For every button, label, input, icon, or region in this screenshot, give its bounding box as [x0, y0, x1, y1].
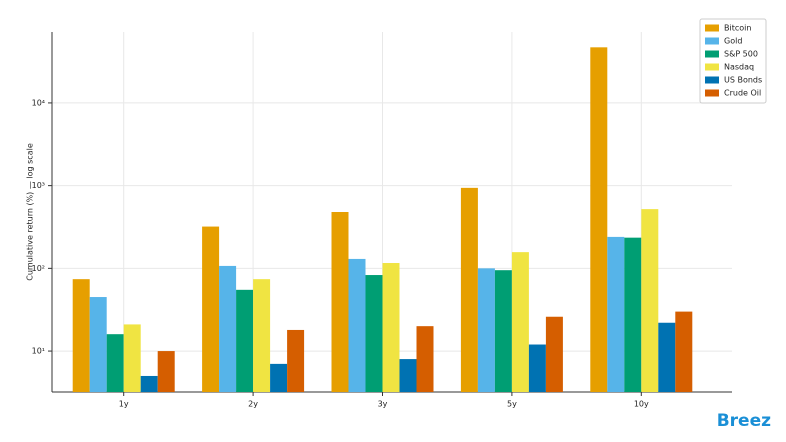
bar — [416, 326, 434, 392]
legend-label: Nasdaq — [724, 63, 754, 72]
x-tick-label: 2y — [248, 400, 258, 409]
x-tick-label: 3y — [378, 400, 388, 409]
bar — [202, 226, 220, 392]
bar — [123, 324, 141, 392]
bar — [528, 344, 546, 392]
legend-label: Crude Oil — [724, 89, 761, 98]
bar — [72, 279, 90, 392]
legend-swatch — [705, 89, 719, 97]
bar — [460, 187, 478, 392]
bar — [270, 363, 288, 392]
y-tick-label: 10⁴ — [32, 98, 45, 107]
legend-swatch — [705, 63, 719, 71]
bar — [477, 268, 495, 392]
bar — [365, 275, 383, 392]
bar — [675, 311, 693, 392]
bar — [607, 236, 625, 392]
bar — [624, 237, 642, 392]
legend-label: US Bonds — [724, 76, 762, 85]
bar — [658, 322, 676, 392]
bar — [89, 297, 107, 392]
logo: Breez — [717, 411, 771, 431]
bar — [348, 258, 366, 392]
legend-label: S&P 500 — [724, 50, 758, 59]
bar — [236, 289, 254, 392]
legend-swatch — [705, 24, 719, 32]
x-tick-label: 5y — [507, 400, 517, 409]
legend-label: Bitcoin — [724, 24, 751, 33]
bar — [545, 316, 563, 392]
bar — [140, 375, 158, 392]
x-tick-label: 1y — [119, 400, 129, 409]
y-tick-label: 10¹ — [32, 347, 45, 356]
legend-swatch — [705, 50, 719, 58]
y-axis-label: Cumulative return (%) — log scale — [26, 143, 35, 281]
bar — [106, 334, 124, 392]
legend-swatch — [705, 37, 719, 45]
y-tick-label: 10² — [32, 264, 45, 273]
bar — [399, 359, 417, 392]
bar — [590, 47, 608, 392]
bar — [494, 270, 512, 392]
bar — [382, 263, 400, 392]
bar — [641, 209, 659, 392]
bar — [157, 351, 175, 392]
legend-label: Gold — [724, 37, 742, 46]
bar — [287, 329, 305, 392]
bar — [219, 265, 237, 392]
legend-swatch — [705, 76, 719, 84]
x-tick-label: 10y — [634, 400, 649, 409]
bar — [511, 252, 529, 392]
bar — [253, 279, 271, 392]
y-tick-label: 10³ — [32, 181, 45, 190]
bar — [331, 212, 349, 392]
